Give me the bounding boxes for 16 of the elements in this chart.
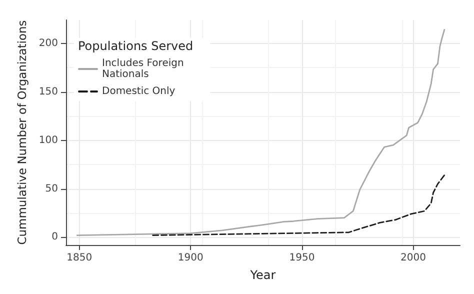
- legend-label: Includes Foreign Nationals: [102, 58, 187, 80]
- x-tick-label: 1950: [289, 252, 315, 264]
- x-tick-label: 1900: [178, 252, 204, 264]
- legend-label: Domestic Only: [102, 86, 176, 97]
- y-tick-label: 150: [38, 86, 58, 98]
- y-tick-label: 100: [38, 134, 58, 146]
- x-axis-title: Year: [249, 268, 276, 282]
- y-axis-title: Cummulative Number of Organizations: [15, 20, 29, 245]
- y-tick-label: 0: [52, 232, 58, 243]
- line-series: [152, 174, 446, 236]
- x-tick-label: 2000: [400, 252, 426, 264]
- x-tick-label: 1850: [66, 252, 92, 264]
- y-tick-label: 50: [45, 183, 58, 194]
- y-tick-label: 200: [38, 38, 58, 49]
- legend-title: Populations Served: [78, 39, 194, 53]
- line-series: [76, 29, 446, 236]
